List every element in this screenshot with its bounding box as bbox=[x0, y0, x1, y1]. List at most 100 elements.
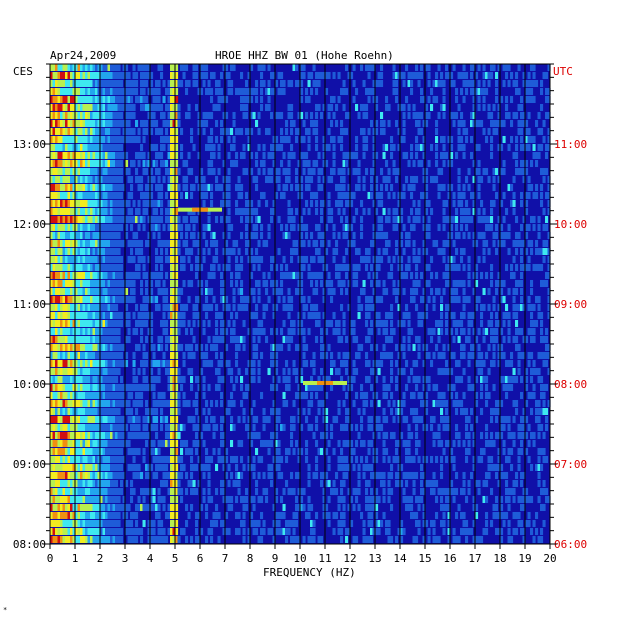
spectrogram-cell bbox=[220, 328, 224, 335]
spectrogram-cell bbox=[492, 440, 496, 447]
spectrogram-cell bbox=[390, 392, 394, 399]
spectrogram-cell bbox=[422, 296, 426, 303]
spectrogram-cell bbox=[165, 128, 169, 135]
spectrogram-cell bbox=[402, 128, 406, 135]
spectrogram-cell bbox=[492, 176, 496, 183]
spectrogram-cell bbox=[177, 400, 181, 407]
spectrogram-cell bbox=[262, 192, 266, 199]
spectrogram-cell bbox=[210, 168, 214, 175]
spectrogram-cell bbox=[480, 232, 484, 239]
spectrogram-cell bbox=[467, 264, 471, 271]
spectrogram-cell bbox=[307, 72, 311, 79]
spectrogram-cell bbox=[95, 200, 99, 207]
spectrogram-cell bbox=[137, 264, 141, 271]
spectrogram-cell bbox=[145, 104, 149, 111]
spectrogram-cell bbox=[95, 264, 99, 271]
spectrogram-cell bbox=[142, 88, 146, 95]
spectrogram-cell bbox=[75, 168, 79, 175]
spectrogram-cell bbox=[475, 120, 479, 127]
spectrogram-cell bbox=[52, 64, 56, 71]
spectrogram-cell bbox=[260, 72, 264, 79]
spectrogram-cell bbox=[442, 424, 446, 431]
spectrogram-cell bbox=[467, 312, 471, 319]
spectrogram-cell bbox=[150, 128, 154, 135]
spectrogram-cell bbox=[392, 288, 396, 295]
spectrogram-cell bbox=[170, 216, 174, 223]
spectrogram-cell bbox=[152, 120, 156, 127]
spectrogram-cell bbox=[150, 376, 154, 383]
spectrogram-cell bbox=[92, 288, 96, 295]
spectrogram-cell bbox=[112, 256, 116, 263]
spectrogram-cell bbox=[415, 424, 419, 431]
spectrogram-cell bbox=[305, 88, 309, 95]
spectrogram-cell bbox=[62, 320, 66, 327]
spectrogram-cell bbox=[492, 344, 496, 351]
spectrogram-cell bbox=[260, 352, 264, 359]
spectrogram-cell bbox=[117, 208, 121, 215]
spectrogram-cell bbox=[460, 144, 464, 151]
spectrogram-cell bbox=[402, 312, 406, 319]
spectrogram-cell bbox=[132, 200, 136, 207]
spectrogram-cell bbox=[127, 392, 131, 399]
spectrogram-cell bbox=[62, 376, 66, 383]
spectrogram-cell bbox=[440, 400, 444, 407]
spectrogram-cell bbox=[257, 336, 261, 343]
spectrogram-cell bbox=[130, 112, 134, 119]
spectrogram-cell bbox=[235, 360, 239, 367]
spectrogram-cell bbox=[87, 104, 91, 111]
spectrogram-cell bbox=[77, 104, 81, 111]
spectrogram-cell bbox=[215, 184, 219, 191]
spectrogram-cell bbox=[117, 352, 121, 359]
spectrogram-cell bbox=[115, 424, 119, 431]
spectrogram-cell bbox=[210, 272, 214, 279]
spectrogram-cell bbox=[170, 440, 174, 447]
spectrogram-cell bbox=[302, 152, 306, 159]
spectrogram-cell bbox=[62, 144, 66, 151]
spectrogram-cell bbox=[97, 296, 101, 303]
spectrogram-cell bbox=[315, 320, 319, 327]
spectrogram-cell bbox=[490, 224, 494, 231]
spectrogram-cell bbox=[117, 312, 121, 319]
spectrogram-cell bbox=[510, 360, 514, 367]
spectrogram-cell bbox=[340, 376, 344, 383]
spectrogram-cell bbox=[77, 304, 81, 311]
spectrogram-cell bbox=[52, 144, 56, 151]
spectrogram-cell bbox=[100, 176, 104, 183]
spectrogram-cell bbox=[545, 72, 549, 79]
spectrogram-cell bbox=[170, 208, 174, 215]
spectrogram-cell bbox=[232, 248, 236, 255]
spectrogram-cell bbox=[132, 376, 136, 383]
spectrogram-cell bbox=[477, 168, 481, 175]
spectrogram-cell bbox=[55, 96, 59, 103]
spectrogram-cell bbox=[60, 392, 64, 399]
spectrogram-cell bbox=[207, 408, 211, 415]
spectrogram-cell bbox=[67, 176, 71, 183]
spectrogram-cell bbox=[415, 136, 419, 143]
spectrogram-cell bbox=[290, 248, 294, 255]
spectrogram-cell bbox=[390, 136, 394, 143]
spectrogram-cell bbox=[87, 152, 91, 159]
spectrogram-cell bbox=[65, 368, 69, 375]
spectrogram-cell bbox=[402, 184, 406, 191]
spectrogram-cell bbox=[110, 232, 114, 239]
spectrogram-cell bbox=[52, 288, 56, 295]
spectrogram-cell bbox=[52, 120, 56, 127]
spectrogram-cell bbox=[412, 216, 416, 223]
spectrogram-cell bbox=[95, 376, 99, 383]
spectrogram-cell bbox=[132, 296, 136, 303]
spectrogram-cell bbox=[252, 208, 256, 215]
spectrogram-cell bbox=[80, 336, 84, 343]
spectrogram-cell bbox=[437, 392, 441, 399]
spectrogram-cell bbox=[540, 200, 544, 207]
spectrogram-cell bbox=[222, 200, 226, 207]
spectrogram-cell bbox=[255, 256, 259, 263]
spectrogram-cell bbox=[352, 328, 356, 335]
spectrogram-cell bbox=[150, 224, 154, 231]
spectrogram-cell bbox=[430, 176, 434, 183]
spectrogram-cell bbox=[142, 80, 146, 87]
spectrogram-cell bbox=[62, 280, 66, 287]
spectrogram-cell bbox=[417, 80, 421, 87]
spectrogram-cell bbox=[57, 288, 61, 295]
spectrogram-cell bbox=[465, 208, 469, 215]
spectrogram-cell bbox=[282, 424, 286, 431]
